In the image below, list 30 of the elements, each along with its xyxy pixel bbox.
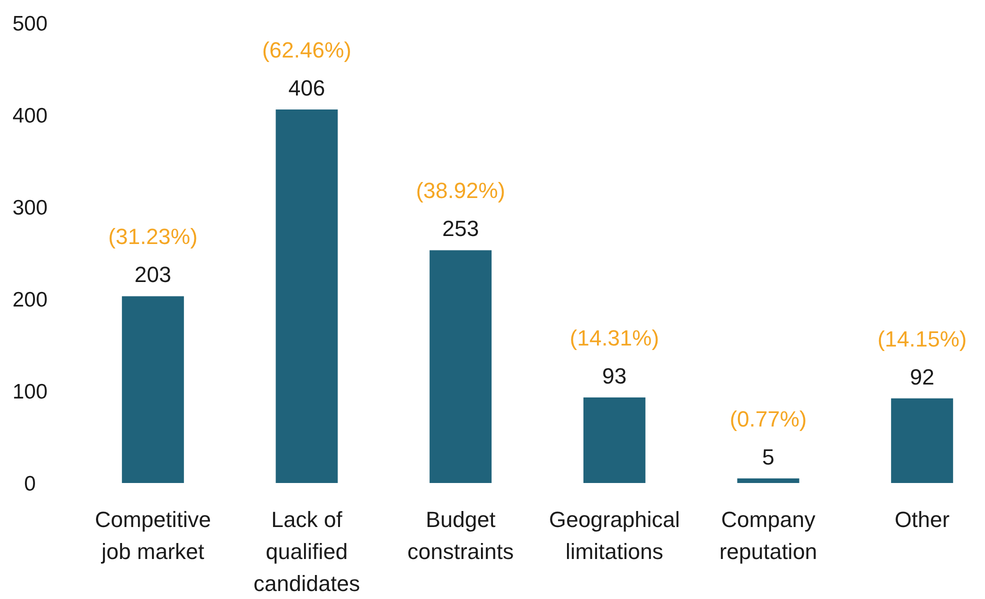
- bar: [583, 397, 646, 483]
- y-tick-label: 400: [12, 104, 48, 128]
- y-tick-label: 100: [12, 380, 48, 404]
- annotation: (62.46%): [262, 37, 352, 62]
- data-label: 92: [910, 364, 934, 390]
- x-tick-label: Budget constraints: [407, 507, 514, 564]
- data-label: 5: [762, 444, 774, 470]
- annotation: (14.31%): [570, 325, 660, 350]
- bar: [430, 250, 492, 483]
- y-tick-label: 200: [12, 288, 48, 312]
- data-label: 93: [602, 363, 627, 388]
- bar: [122, 296, 184, 483]
- annotation: (0.77%): [730, 406, 807, 432]
- data-label: 406: [288, 75, 326, 100]
- y-tick-label: 500: [12, 12, 48, 36]
- bar: [891, 398, 954, 483]
- y-tick-label: 0: [24, 472, 36, 496]
- data-label: 203: [134, 262, 172, 288]
- x-tick-label: Competitive job market: [94, 507, 211, 564]
- x-tick-label: Company reputation: [719, 507, 818, 564]
- annotation: (31.23%): [108, 224, 198, 250]
- y-tick-label: 300: [12, 196, 48, 220]
- x-tick-label: Other: [894, 507, 950, 532]
- x-tick-label: Lack of qualified candidates: [254, 507, 360, 596]
- bar: [276, 109, 338, 483]
- x-tick-label: Geographical limitations: [548, 507, 680, 564]
- bar: [737, 478, 800, 483]
- annotation: (38.92%): [416, 178, 506, 204]
- data-label: 253: [442, 216, 479, 242]
- annotation: (14.15%): [877, 326, 967, 352]
